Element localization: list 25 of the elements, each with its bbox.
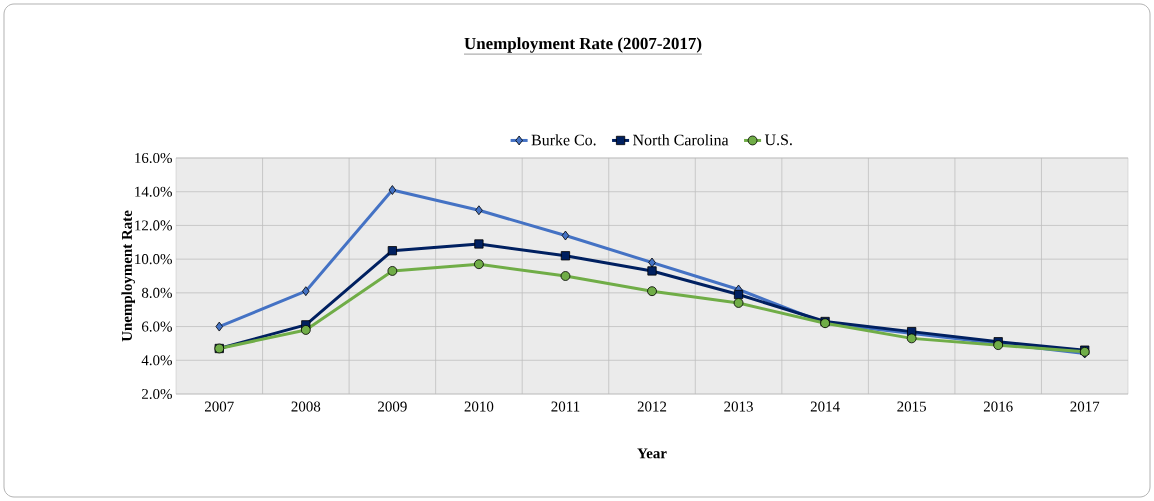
x-tick-label: 2017 [1070, 401, 1100, 412]
y-tick-label: 8.0% [141, 287, 172, 298]
y-tick-label: 10.0% [135, 254, 172, 265]
x-tick-label: 2010 [464, 401, 494, 412]
x-tick-label: 2014 [810, 401, 840, 412]
y-tick-label: 16.0% [135, 152, 172, 164]
y-tick-label: 14.0% [135, 186, 172, 197]
x-tick-label: 2015 [897, 401, 927, 412]
legend-label: Burke Co. [531, 134, 596, 146]
y-tick-label: 12.0% [135, 220, 172, 231]
x-tick-label: 2008 [291, 401, 321, 412]
y-tick-label: 6.0% [141, 321, 172, 332]
x-tick-label: 2011 [551, 401, 580, 412]
chart-title: Unemployment Rate (2007-2017) [464, 37, 702, 53]
x-tick-label: 2013 [724, 401, 753, 412]
y-tick-label: 4.0% [141, 355, 172, 366]
x-tick-label: 2007 [204, 401, 234, 412]
y-tick-label: 2.0% [142, 388, 172, 400]
x-tick-label: 2016 [983, 401, 1013, 412]
y-axis-title: Unemployment Rate [121, 210, 136, 342]
x-tick-label: 2012 [637, 401, 667, 412]
x-axis-title: Year [637, 448, 667, 459]
legend-label: North Carolina [633, 134, 729, 146]
legend-label: U.S. [764, 134, 792, 146]
x-tick-label: 2009 [378, 401, 407, 412]
